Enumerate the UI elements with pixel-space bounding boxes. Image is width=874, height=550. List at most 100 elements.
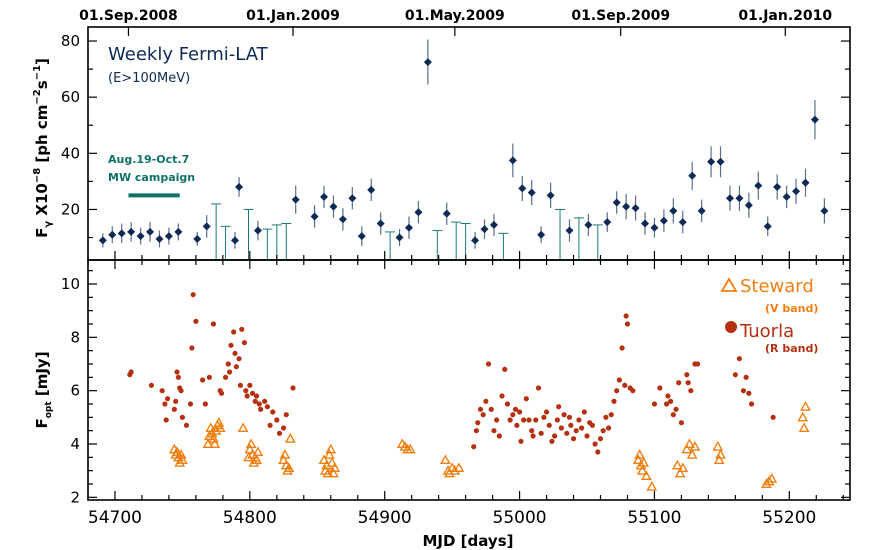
gamma-point: [291, 195, 300, 204]
tuorla-point: [584, 433, 590, 439]
gamma-point: [773, 183, 782, 192]
gamma-y-tick-label: 40: [61, 144, 80, 162]
gamma-point: [678, 218, 687, 227]
gamma-point: [480, 225, 489, 234]
tuorla-point: [516, 409, 523, 415]
top-date-label: 01.Sep.2009: [571, 8, 670, 24]
gamma-point: [136, 232, 145, 241]
tuorla-point: [193, 318, 199, 324]
gamma-point: [763, 222, 772, 231]
x-tick-label: 55100: [627, 508, 681, 528]
gamma-point: [801, 178, 810, 187]
gamma-point: [792, 187, 801, 196]
gamma-point: [489, 220, 498, 229]
gamma-ylabel-sup1: −8: [32, 168, 43, 183]
optical-y-tick-label: 8: [70, 328, 80, 346]
optical-ylabel: Fopt [mJy]: [33, 351, 54, 428]
steward-point: [440, 454, 451, 465]
gamma-point: [622, 202, 631, 211]
gamma-point: [782, 192, 791, 201]
steward-point: [322, 467, 334, 478]
tuorla-point: [556, 404, 562, 410]
tuorla-point: [252, 398, 258, 404]
gamma-point: [348, 194, 357, 203]
gamma-point: [395, 233, 404, 242]
tuorla-point: [770, 414, 776, 420]
tuorla-point: [218, 390, 225, 396]
tuorla-point: [743, 374, 749, 380]
gamma-point: [235, 183, 244, 192]
gamma-point: [565, 226, 574, 235]
tuorla-point: [695, 361, 701, 367]
tuorla-point: [614, 388, 620, 394]
tuorla-point: [665, 393, 671, 399]
tuorla-point: [477, 406, 484, 412]
tuorla-point: [564, 430, 570, 436]
gamma-point: [202, 222, 211, 231]
x-axis-label: MJD [days]: [423, 532, 514, 550]
gamma-panel: 20 40 60 80: [61, 26, 851, 261]
steward-point: [798, 422, 810, 433]
tuorla-point: [236, 356, 242, 362]
gamma-point: [820, 206, 829, 215]
tuorla-point: [200, 377, 206, 383]
steward-point: [243, 451, 254, 462]
steward-point: [681, 443, 693, 454]
steward-point: [715, 449, 726, 459]
gamma-point: [108, 230, 117, 239]
tuorla-point: [573, 428, 579, 434]
tuorla-point: [175, 374, 181, 380]
steward-point: [674, 467, 686, 478]
gamma-subtitle: (E>100MeV): [108, 71, 190, 86]
steward-point: [797, 411, 809, 422]
tuorla-point: [535, 385, 542, 391]
tuorla-point: [290, 385, 296, 391]
tuorla-point: [148, 382, 154, 388]
tuorla-point: [597, 436, 604, 442]
tuorla-point: [688, 388, 694, 394]
top-date-label: 01.Jan.2010: [738, 8, 832, 24]
tuorla-point: [480, 412, 486, 418]
gamma-point: [423, 58, 432, 67]
tuorla-point: [546, 422, 552, 428]
top-date-label: 01.May.2009: [405, 8, 505, 24]
tuorla-point: [740, 388, 747, 394]
gamma-point: [442, 209, 451, 218]
tuorla-point: [581, 409, 587, 415]
gamma-point: [376, 219, 385, 228]
tuorla-point: [473, 428, 480, 434]
tuorla-point: [237, 382, 243, 388]
steward-point: [252, 446, 264, 457]
gamma-point: [650, 223, 659, 232]
steward-point: [203, 430, 215, 441]
steward-point: [279, 449, 291, 459]
steward-point: [404, 443, 416, 454]
legend-steward-band: (V band): [765, 302, 818, 315]
gamma-title: Weekly Fermi-LAT: [108, 44, 269, 65]
gamma-point: [146, 227, 155, 236]
gamma-point: [527, 188, 536, 197]
gamma-point: [603, 218, 612, 227]
tuorla-point: [608, 412, 614, 418]
steward-point: [325, 443, 337, 454]
tuorla-point: [736, 356, 743, 362]
tuorla-point: [600, 428, 606, 434]
gamma-point: [231, 236, 240, 245]
gamma-point: [193, 234, 202, 243]
tuorla-point: [619, 345, 625, 351]
steward-point: [689, 441, 701, 451]
steward-point: [671, 459, 683, 470]
tuorla-point: [507, 417, 513, 423]
tuorla-point: [499, 393, 505, 399]
gamma-point: [584, 220, 593, 229]
tuorla-point: [264, 404, 270, 410]
steward-point: [632, 454, 644, 465]
steward-point: [800, 401, 811, 411]
gamma-y-tick-label: 20: [61, 200, 80, 218]
gamma-point: [669, 206, 678, 215]
gamma-point: [744, 201, 753, 210]
tuorla-point: [227, 369, 233, 375]
tuorla-point: [616, 377, 622, 383]
legend-tuorla-band: (R band): [765, 342, 818, 355]
x-axis: 54700 54800 54900 55000 55100 55200: [87, 251, 844, 528]
